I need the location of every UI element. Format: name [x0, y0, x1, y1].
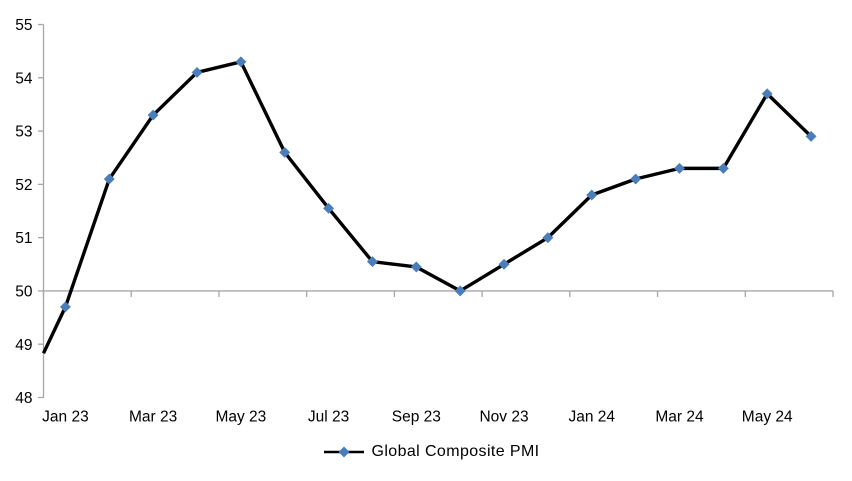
data-point-marker [366, 256, 379, 268]
x-tick-label: May 24 [742, 409, 793, 426]
x-tick-label: Mar 23 [129, 409, 177, 426]
legend-label: Global Composite PMI [371, 443, 540, 460]
data-point-marker [805, 130, 817, 142]
y-tick-label: 50 [15, 284, 33, 301]
data-point-marker [191, 66, 203, 79]
data-point-marker [103, 173, 115, 185]
data-point-marker [59, 301, 71, 313]
y-tick-label: 55 [15, 17, 32, 34]
data-point-marker [454, 285, 466, 297]
x-tick-label: Jan 23 [42, 409, 89, 426]
data-point-marker [761, 88, 773, 100]
y-tick-label: 52 [15, 177, 32, 194]
data-point-marker [410, 261, 422, 273]
x-tick-label: May 23 [215, 409, 266, 426]
data-point-marker [586, 189, 598, 201]
data-point-marker [717, 162, 729, 174]
legend: Global Composite PMI [6, 441, 852, 463]
data-point-marker [542, 232, 554, 244]
y-tick-label: 53 [15, 124, 32, 141]
data-point-marker [147, 109, 159, 121]
data-point-marker [673, 162, 686, 174]
pmi-series-line [41, 60, 813, 354]
data-point-marker [498, 258, 510, 270]
legend-series-marker-icon [324, 446, 365, 458]
y-tick-label: 54 [15, 70, 33, 87]
x-tick-label: Nov 23 [479, 409, 528, 426]
x-tick-label: Mar 24 [655, 409, 704, 426]
data-point-marker [279, 146, 291, 158]
x-tick-label: Jul 23 [308, 409, 349, 426]
x-tick-label: Sep 23 [392, 409, 441, 426]
y-tick-label: 49 [15, 337, 32, 354]
legend-diamond-icon [338, 446, 350, 458]
x-tick-label: Jan 24 [568, 409, 615, 426]
data-point-marker [323, 202, 335, 214]
y-tick-label: 48 [15, 390, 32, 407]
data-point-marker [630, 173, 642, 185]
y-tick-label: 51 [15, 230, 32, 247]
data-point-marker [235, 56, 247, 68]
